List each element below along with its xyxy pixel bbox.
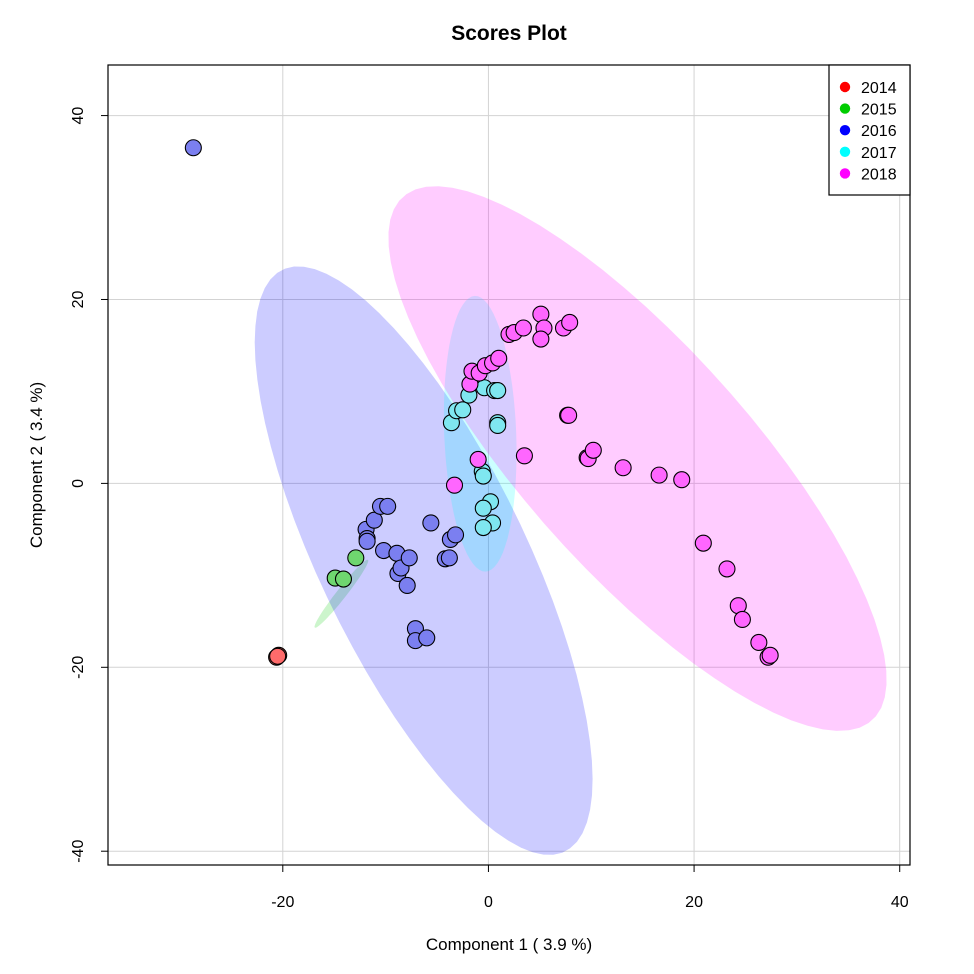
legend-items: 2014 2015 2016 2017 2018 xyxy=(839,80,897,183)
y-tick-label: 0 xyxy=(70,479,87,488)
y-tick-label: 40 xyxy=(70,107,87,125)
data-point-2018 xyxy=(718,560,736,578)
x-tick-label: 40 xyxy=(891,894,909,911)
data-point-2018 xyxy=(560,406,578,424)
data-point-2018 xyxy=(750,633,768,652)
confidence-ellipse-2016 xyxy=(254,266,593,855)
y-axis-label: Component 2 ( 3.4 %) xyxy=(27,382,46,548)
legend-label-2017: 2017 xyxy=(861,145,897,162)
legend-swatch-2017 xyxy=(839,146,851,157)
x-tick-label: 0 xyxy=(484,894,493,911)
data-point-2016 xyxy=(398,576,416,595)
y-axis: -40 -20 0 20 40 xyxy=(70,107,109,863)
x-axis: -20 0 20 40 xyxy=(271,864,909,911)
data-point-2016 xyxy=(379,497,397,515)
data-point-2018 xyxy=(532,330,550,348)
chart-title: Scores Plot xyxy=(451,22,567,45)
legend-swatch-2018 xyxy=(839,168,851,179)
x-tick-label: 20 xyxy=(685,894,703,911)
data-point-2016 xyxy=(400,549,418,567)
point-layer xyxy=(184,139,779,666)
data-point-2018 xyxy=(515,447,533,465)
data-point-2017 xyxy=(454,401,472,419)
legend-label-2018: 2018 xyxy=(861,166,897,183)
y-tick-label: -20 xyxy=(70,656,87,679)
data-point-2018 xyxy=(490,349,508,367)
legend-label-2015: 2015 xyxy=(861,102,897,119)
data-point-2014 xyxy=(269,647,287,665)
data-point-2016 xyxy=(184,139,202,157)
data-point-2018 xyxy=(514,319,532,337)
data-point-2018 xyxy=(614,459,632,477)
data-point-2016 xyxy=(358,532,376,550)
data-point-2016 xyxy=(418,629,436,647)
data-point-2015 xyxy=(334,570,353,588)
data-point-2016 xyxy=(422,514,440,532)
ellipse-layer xyxy=(254,186,887,855)
data-point-2017 xyxy=(474,518,492,537)
data-point-2018 xyxy=(761,646,779,664)
y-tick-label: -40 xyxy=(70,840,87,863)
legend-label-2016: 2016 xyxy=(861,123,897,140)
data-point-2018 xyxy=(584,441,602,459)
legend-swatch-2016 xyxy=(839,125,851,136)
y-tick-label: 20 xyxy=(70,290,87,308)
data-point-2015 xyxy=(347,549,365,567)
legend: 2014 2015 2016 2017 2018 xyxy=(828,64,911,196)
legend-swatch-2015 xyxy=(839,103,851,114)
grid-layer xyxy=(108,65,910,865)
data-point-2018 xyxy=(532,305,550,323)
data-point-2016 xyxy=(446,526,465,544)
x-tick-label: -20 xyxy=(271,894,294,911)
data-point-2018 xyxy=(561,313,579,332)
data-point-2017 xyxy=(474,467,492,485)
data-point-2018 xyxy=(733,610,751,629)
data-point-2018 xyxy=(445,476,464,494)
confidence-ellipse-2018 xyxy=(388,186,887,731)
data-point-2016 xyxy=(440,549,458,567)
data-point-2018 xyxy=(650,466,668,484)
data-point-2017 xyxy=(489,381,507,400)
legend-label-2014: 2014 xyxy=(861,80,897,97)
data-point-2018 xyxy=(694,534,712,552)
data-point-2018 xyxy=(469,450,487,469)
data-point-2018 xyxy=(673,471,691,489)
data-point-2017 xyxy=(474,499,492,517)
legend-swatch-2014 xyxy=(839,81,851,93)
confidence-ellipse-2015 xyxy=(314,559,369,628)
x-axis-label: Component 1 ( 3.9 %) xyxy=(426,935,592,954)
data-point-2017 xyxy=(489,416,507,435)
